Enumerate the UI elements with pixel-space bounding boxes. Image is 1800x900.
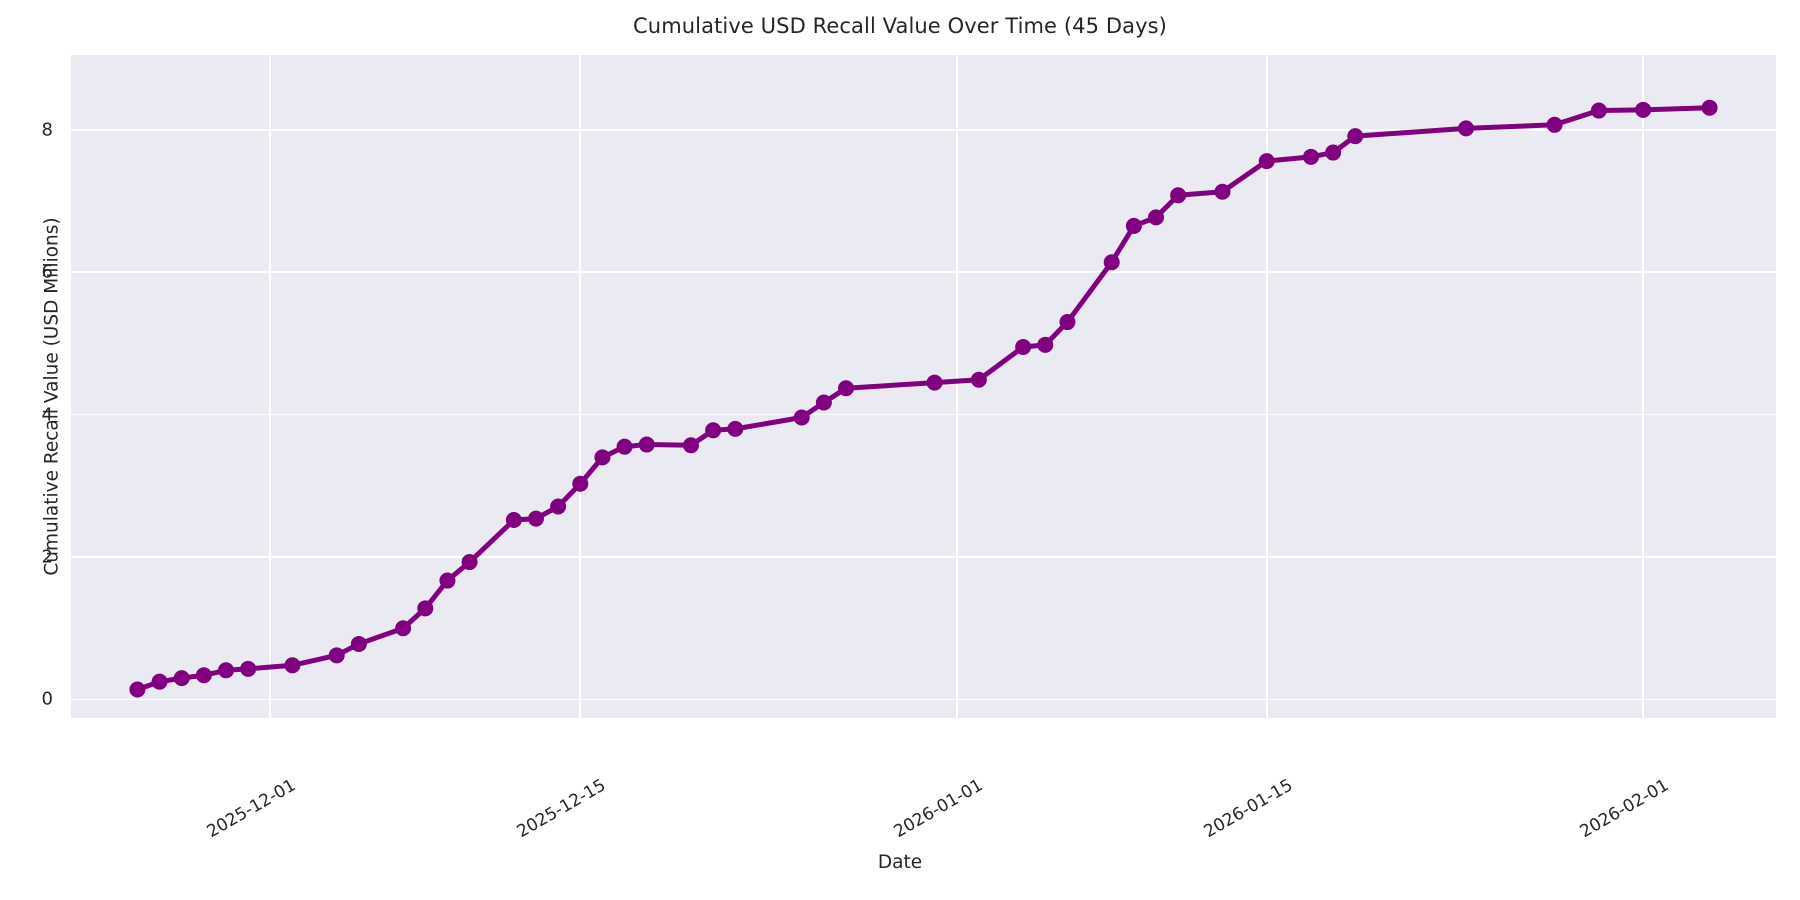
data-point-marker xyxy=(129,681,146,698)
y-axis-tick-labels: 0 2 4 6 8 xyxy=(0,55,63,718)
gridline-horizontal xyxy=(71,556,1776,558)
series-line xyxy=(137,108,1709,690)
x-tick-label: 2026-01-01 xyxy=(890,775,986,843)
gridline-vertical xyxy=(1265,55,1268,718)
data-layer xyxy=(71,55,1776,718)
data-point-marker xyxy=(439,572,456,589)
data-point-marker xyxy=(528,510,544,527)
gridline-horizontal xyxy=(71,698,1776,701)
data-point-marker xyxy=(505,512,522,529)
x-tick-label: 2026-01-15 xyxy=(1200,775,1296,843)
data-point-marker xyxy=(683,437,699,454)
data-point-marker xyxy=(350,635,367,652)
data-point-marker xyxy=(1303,148,1319,165)
x-tick-label: 2025-12-01 xyxy=(203,775,300,843)
gridline-horizontal xyxy=(71,413,1776,416)
line-series xyxy=(129,99,1718,698)
data-point-marker xyxy=(1590,102,1607,119)
data-point-marker xyxy=(793,409,810,426)
data-point-marker xyxy=(727,420,744,437)
y-tick-label: 8 xyxy=(41,119,53,141)
data-point-marker xyxy=(970,371,987,388)
data-point-marker xyxy=(1148,209,1164,226)
data-point-marker xyxy=(1347,128,1364,145)
data-point-marker xyxy=(1170,187,1187,204)
data-point-marker xyxy=(218,662,234,679)
data-point-marker xyxy=(1258,153,1275,170)
data-point-marker xyxy=(195,667,212,684)
data-point-marker xyxy=(1103,254,1120,271)
gridline-horizontal xyxy=(71,271,1776,273)
chart-title: Cumulative USD Recall Value Over Time (4… xyxy=(633,14,1167,38)
y-tick-label: 2 xyxy=(41,546,53,568)
data-point-marker xyxy=(240,660,257,677)
y-axis-title: Cumulative Recall Value (USD Millions) xyxy=(41,217,63,576)
data-point-marker xyxy=(572,475,589,492)
gridline-vertical xyxy=(269,55,272,718)
data-point-marker xyxy=(638,436,655,453)
data-point-marker xyxy=(815,394,832,411)
data-point-marker xyxy=(1214,183,1231,200)
data-point-marker xyxy=(616,438,633,455)
x-tick-label: 2026-02-01 xyxy=(1576,775,1673,843)
data-point-marker xyxy=(926,374,943,391)
data-point-marker xyxy=(705,422,722,439)
data-point-marker xyxy=(594,449,611,466)
y-tick-label: 4 xyxy=(41,404,53,426)
gridline-horizontal xyxy=(71,128,1776,131)
data-point-marker xyxy=(173,670,190,687)
data-point-marker xyxy=(1015,338,1032,355)
data-point-marker xyxy=(1458,120,1474,137)
gridline-vertical xyxy=(1642,55,1644,718)
x-axis-tick-labels: 2025-12-01 2025-12-15 2026-01-01 2026-01-15… xyxy=(71,718,1776,848)
data-point-marker xyxy=(1635,101,1652,118)
plot-area xyxy=(71,55,1776,718)
y-axis-title-wrapper: Cumulative Recall Value (USD Millions) xyxy=(24,55,63,718)
data-point-marker xyxy=(1701,99,1718,116)
data-point-marker xyxy=(328,647,345,664)
grid-layer xyxy=(71,55,1776,718)
gridline-vertical xyxy=(955,55,958,718)
data-point-marker xyxy=(1125,217,1142,234)
data-point-marker xyxy=(1037,336,1054,353)
data-point-marker xyxy=(395,620,412,637)
data-point-marker xyxy=(284,657,301,674)
y-tick-label: 0 xyxy=(41,688,53,710)
data-point-marker xyxy=(151,673,168,690)
data-point-marker xyxy=(838,380,854,397)
data-point-marker xyxy=(1546,116,1563,133)
data-point-marker xyxy=(461,554,478,571)
x-axis-title: Date xyxy=(877,852,923,873)
gridline-vertical xyxy=(579,55,582,718)
data-point-marker xyxy=(417,600,434,617)
data-point-marker xyxy=(550,498,567,515)
y-tick-label: 6 xyxy=(41,261,53,283)
data-point-marker xyxy=(1059,314,1076,331)
data-point-marker xyxy=(1325,144,1342,161)
x-tick-label: 2025-12-15 xyxy=(513,775,610,843)
